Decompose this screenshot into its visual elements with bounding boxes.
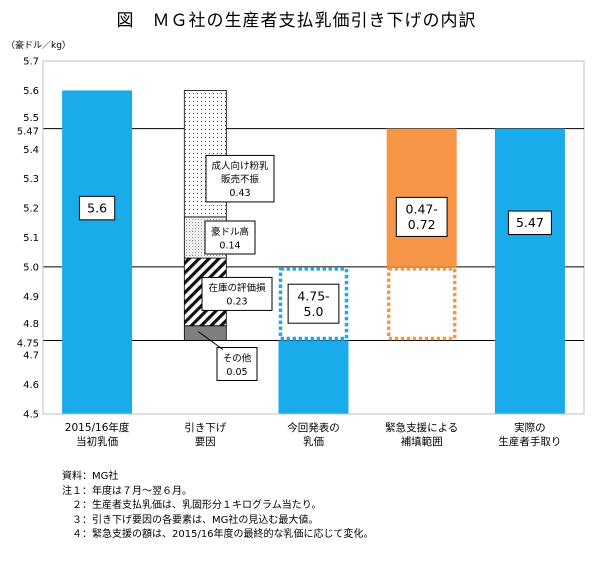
- chart-title: 図 ＭＧ社の生産者支払乳価引き下げの内訳: [116, 11, 477, 31]
- y-tick-label: 5.5: [23, 113, 39, 124]
- y-tick-label: 5.6: [23, 86, 39, 97]
- factor-segment: [183, 325, 227, 341]
- dotted-range-bar: [386, 267, 457, 341]
- bar-value-label: 4.75-: [297, 288, 329, 303]
- x-category-label: 当初乳価: [76, 435, 118, 448]
- x-category-label: 生産者手取り: [498, 435, 561, 448]
- y-tick-label: 4.5: [23, 410, 39, 421]
- y-tick-label: 4.8: [23, 319, 39, 330]
- bar-value-label-box: [287, 283, 340, 324]
- bar: [62, 90, 133, 415]
- x-category-label: 2015/16年度: [65, 421, 130, 434]
- y-tick-label: 5.47: [17, 127, 39, 138]
- y-tick-label: 5.2: [23, 204, 39, 215]
- x-category-label: 今回発表の: [287, 421, 340, 434]
- leader-line: [198, 331, 224, 350]
- bar: [278, 340, 349, 414]
- bar-value-label: 0.47-: [406, 201, 438, 216]
- factor-label-aud-box: [204, 220, 256, 255]
- note-line: 資料：MG社: [62, 471, 119, 482]
- x-category-label: 補填範囲: [401, 435, 443, 448]
- y-axis-unit: （豪ドル／kg）: [6, 41, 71, 51]
- y-tick-label: 5.4: [23, 145, 39, 156]
- y-tick-label: 4.9: [23, 292, 39, 303]
- x-category-label: 乳価: [303, 435, 324, 448]
- factor-label-inventory-box: [201, 276, 273, 311]
- note-line: ３：引き下げ要因の各要素は、MG社の見込む最大値。: [62, 514, 319, 526]
- x-category-label: 要因: [195, 436, 216, 448]
- chart-notes: 資料：MG社注１：年度は７月～翌６月。 ２：生産者支払乳価は、乳固形分１キログラ…: [62, 470, 374, 543]
- bar-value-label: 5.0: [304, 304, 324, 319]
- dotted-range-bar: [278, 267, 349, 341]
- factor-label-aud: 0.14: [219, 240, 240, 251]
- bar-value-label: 5.6: [87, 200, 107, 215]
- factor-label-inventory: 在庫の評価損: [208, 282, 266, 294]
- x-category-label: 引き下げ: [184, 421, 226, 434]
- y-tick-label: 4.7: [23, 351, 39, 362]
- y-tick-label: 4.75: [17, 338, 39, 349]
- factor-label-other: その他: [223, 352, 252, 364]
- bar-value-label: 5.47: [516, 215, 544, 230]
- bar-value-label-box: [395, 196, 448, 237]
- note-line: 注１：年度は７月～翌６月。: [62, 485, 192, 497]
- y-tick-label: 5.1: [23, 233, 39, 244]
- factor-label-inventory: 0.23: [226, 297, 247, 308]
- x-category-label: 緊急支援による: [385, 421, 458, 434]
- bar-value-label-box: [507, 210, 552, 236]
- factor-label-powder-box: [205, 154, 275, 203]
- bar: [494, 128, 565, 415]
- y-tick-label: 5.3: [23, 174, 39, 185]
- bar-value-label-box: [78, 195, 116, 221]
- factor-label-powder: 成人向け粉乳: [211, 160, 269, 172]
- y-tick-label: 5.0: [23, 262, 39, 273]
- y-tick-label: 4.6: [23, 380, 39, 391]
- x-category-label: 実際の: [514, 421, 546, 434]
- factor-label-other-box: [216, 347, 258, 381]
- note-line: ４：緊急支援の額は、2015/16年度の最終的な乳価に応じて変化。: [62, 529, 374, 541]
- factor-label-aud: 豪ドル高: [211, 226, 249, 238]
- factor-label-powder: 販売不振: [221, 174, 260, 186]
- factor-label-other: 0.05: [226, 367, 247, 378]
- note-line: ２：生産者支払乳価は、乳固形分１キログラム当たり。: [62, 500, 322, 512]
- factor-label-powder: 0.43: [229, 188, 250, 199]
- y-tick-label: 5.7: [23, 57, 39, 68]
- bar-value-label: 0.72: [408, 217, 436, 232]
